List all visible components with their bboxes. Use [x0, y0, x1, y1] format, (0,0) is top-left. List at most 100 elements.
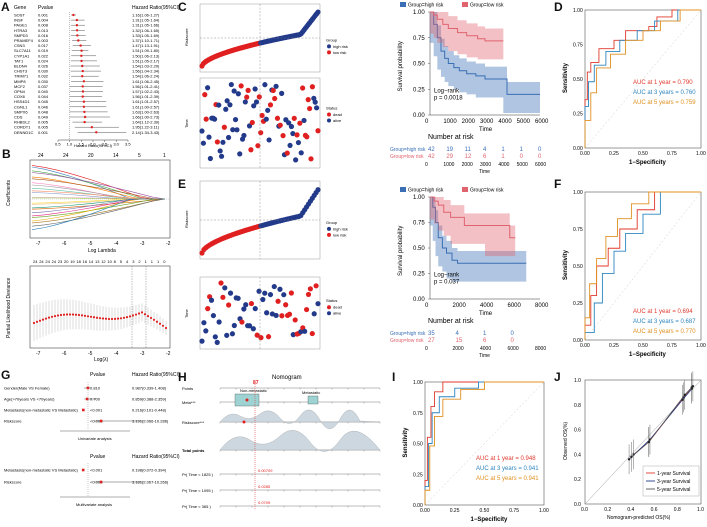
gene-hr-text: 1.95(1.22-3.11)	[132, 125, 160, 130]
km-risk-count-low: 12	[465, 154, 472, 160]
nomo-pred-3: 0.0709	[258, 500, 271, 505]
gene-label: PRAMEF4	[14, 38, 34, 43]
status-point-dead	[249, 119, 255, 126]
lasso-coef-path	[31, 165, 165, 200]
deviance-ylabel: Partial Likelihood Deviance	[6, 277, 12, 338]
status-point-alive	[216, 102, 222, 108]
multi-col-p: Pvalue	[90, 454, 106, 460]
status-point-alive	[253, 99, 260, 105]
cv-point	[134, 313, 138, 316]
status-point-dead	[267, 102, 274, 108]
roc-diagonal	[584, 191, 702, 341]
lasso-xtick-top: -2	[166, 241, 171, 247]
cv-point	[95, 316, 99, 319]
status-point-alive	[290, 130, 296, 137]
gene-label: MCF2	[14, 84, 26, 89]
km-risk-title: Number at risk	[428, 318, 474, 325]
km-xtick: 4000	[480, 303, 494, 309]
status-point-dead	[258, 335, 264, 341]
km-risk-count-high: 19	[446, 147, 453, 153]
status-legend-alive: alive	[333, 118, 342, 123]
lasso-count-top: 1	[163, 153, 166, 159]
status-point-dead	[221, 124, 227, 130]
hr-point	[90, 126, 94, 129]
cv-point	[104, 317, 108, 320]
cv-point	[149, 316, 153, 320]
status-point-dead	[238, 83, 244, 89]
status-point-alive	[262, 290, 268, 296]
status-point-alive	[218, 153, 225, 159]
uni-hr-point	[99, 419, 103, 423]
nomo-row-label: Pr( Time < 365 )	[182, 504, 211, 509]
status-point-alive	[199, 338, 205, 344]
multi-hr-point	[99, 480, 103, 484]
roc-ylabel: Sensitivity	[563, 249, 569, 280]
status-point-alive	[204, 85, 211, 91]
km-pvalue: p = 0.037	[434, 280, 460, 286]
risk-legend-high: high risk	[333, 44, 348, 49]
status-point-alive	[264, 310, 270, 316]
roc-curve-5yr	[424, 381, 544, 505]
km-xtick: 6000	[535, 119, 549, 125]
lasso-xtick-bottom: -2	[166, 351, 171, 357]
lasso-count-bottom: 24	[39, 259, 44, 264]
status-point-alive	[211, 116, 218, 122]
cv-point	[110, 317, 114, 321]
km-xtick: 0	[425, 303, 429, 309]
status-point-dead	[259, 112, 265, 119]
status-point-alive	[251, 103, 257, 109]
km-xlabel: Time	[479, 127, 493, 133]
status-point-dead	[303, 306, 310, 313]
status-point-alive	[232, 116, 239, 123]
uni-row-p: 0.810	[90, 386, 101, 391]
status-point-dead	[291, 115, 297, 121]
lasso-xtick-bottom: -6	[62, 351, 67, 357]
status-point-alive	[243, 302, 249, 308]
status-point-dead	[239, 319, 245, 325]
cv-point	[77, 313, 81, 317]
roc-ytick: 0.25	[413, 472, 423, 478]
hr-point	[81, 75, 84, 78]
col-pvalue: Pvalue	[38, 5, 54, 11]
roc-xtick: 0.50	[638, 343, 648, 349]
gene-hr-text: 2.14(1.34-3.43)	[132, 130, 160, 135]
gene-label: SMPX6	[14, 109, 28, 114]
status-point-dead	[205, 306, 211, 312]
status-point-alive	[267, 291, 274, 298]
km-logrank: Log−rank	[434, 273, 460, 279]
roc-ytick: 0.75	[573, 43, 583, 49]
lasso-coef-path	[31, 172, 166, 200]
uni-title: Univariate analysis	[78, 436, 112, 441]
gene-hr-text: 1.61(1.01-2.57)	[132, 99, 160, 104]
status-point-dead	[254, 332, 260, 338]
forest-tick-label: 2.0	[90, 142, 96, 147]
km-legend-low: Group=low risk	[470, 3, 504, 9]
gene-label: HSS4D1	[14, 99, 30, 104]
lasso-count-top: 14	[113, 153, 119, 159]
lasso-count-bottom: 13	[95, 259, 100, 264]
km-ytick: 0.25	[413, 272, 425, 278]
roc-ytick: 1.00	[573, 8, 583, 14]
status-point-dead	[226, 302, 232, 308]
status-point-alive	[271, 283, 277, 290]
status-point-alive	[227, 102, 233, 108]
status-point-alive	[260, 296, 266, 303]
gene-pvalue: 0.030	[38, 69, 49, 74]
km-risk-row-high: Group=high risk	[390, 147, 426, 153]
roc-xtick: 0.50	[638, 151, 648, 157]
roc-ytick: 0.00	[413, 503, 423, 509]
uni-row-hr: 0.216(0.101-0.448)	[132, 408, 167, 413]
status-point-alive	[223, 106, 229, 112]
status-point-alive	[256, 288, 262, 294]
status-point-alive	[315, 301, 321, 307]
hr-point	[81, 69, 84, 73]
gene-pvalue: 0.030	[38, 79, 49, 84]
roc-ytick: 0.25	[573, 112, 583, 118]
hr-point	[75, 24, 79, 27]
km-risk-title: Number at risk	[428, 134, 474, 141]
status-point-alive	[224, 332, 230, 338]
calib-ytick: 0.6	[574, 428, 581, 434]
gene-label: BLDN4	[14, 64, 28, 69]
nomo-meta-b: Metastatic	[302, 390, 320, 395]
status-point-alive	[263, 116, 269, 122]
